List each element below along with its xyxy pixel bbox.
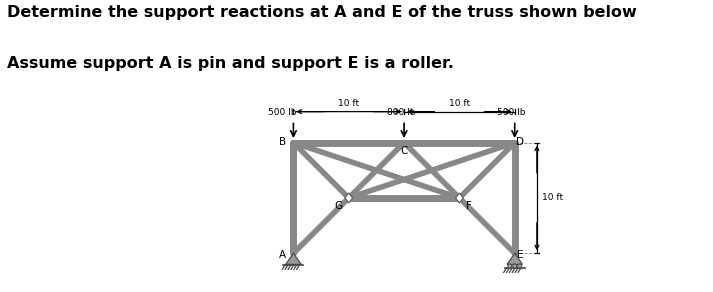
Text: E: E xyxy=(517,251,523,260)
Text: Assume support A is pin and support E is a roller.: Assume support A is pin and support E is… xyxy=(7,56,454,71)
Text: C: C xyxy=(401,147,408,157)
Text: 500 lb: 500 lb xyxy=(497,108,525,117)
Text: 800 lb: 800 lb xyxy=(386,108,415,117)
Text: F: F xyxy=(466,201,472,211)
Polygon shape xyxy=(286,253,301,264)
Circle shape xyxy=(513,264,517,268)
Polygon shape xyxy=(456,193,463,203)
Text: A: A xyxy=(279,251,286,260)
Text: 500 lb: 500 lb xyxy=(268,108,297,117)
Circle shape xyxy=(508,264,512,268)
Text: D: D xyxy=(516,137,524,147)
Text: 10 ft: 10 ft xyxy=(543,193,563,202)
Polygon shape xyxy=(507,253,523,264)
Text: 10 ft: 10 ft xyxy=(449,99,470,108)
Circle shape xyxy=(518,264,522,268)
Text: 10 ft: 10 ft xyxy=(338,99,359,108)
Polygon shape xyxy=(345,193,353,203)
Text: B: B xyxy=(279,137,286,147)
Text: Determine the support reactions at A and E of the truss shown below: Determine the support reactions at A and… xyxy=(7,5,637,20)
Text: G: G xyxy=(334,201,343,211)
